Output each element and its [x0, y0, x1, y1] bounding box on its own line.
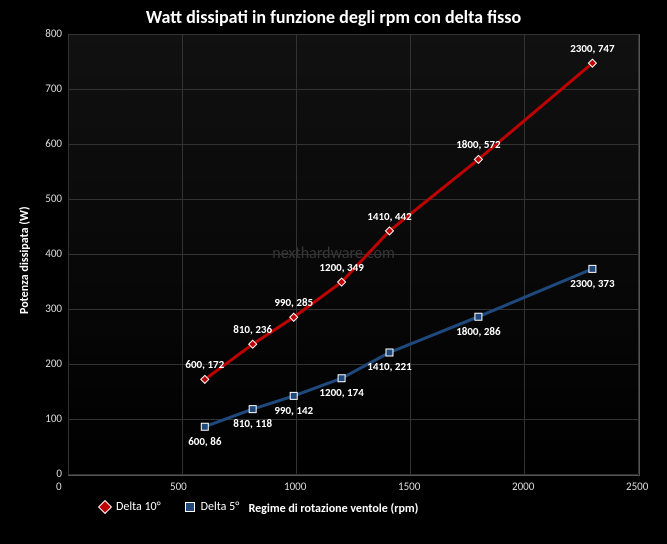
data-label: 1410, 442 [367, 210, 411, 223]
data-label: 2300, 373 [570, 277, 614, 290]
data-marker [475, 313, 482, 320]
data-label: 810, 236 [233, 323, 272, 336]
data-label: 990, 285 [274, 296, 313, 309]
data-label: 600, 172 [185, 358, 224, 371]
data-label: 1800, 572 [456, 138, 500, 151]
data-label: 810, 118 [233, 417, 272, 430]
data-marker [338, 375, 345, 382]
data-label: 1410, 221 [367, 360, 411, 373]
data-label: 990, 142 [274, 404, 313, 417]
data-marker [290, 392, 297, 399]
data-label: 1200, 349 [319, 261, 363, 274]
data-label: 1800, 286 [456, 325, 500, 338]
data-label: 2300, 747 [570, 42, 614, 55]
data-marker [201, 423, 208, 430]
data-marker [249, 406, 256, 413]
data-marker [386, 349, 393, 356]
data-marker [589, 265, 596, 272]
data-label: 600, 86 [188, 435, 221, 448]
chart-container: Watt dissipati in funzione degli rpm con… [0, 0, 667, 544]
series-line [205, 269, 593, 427]
data-label: 1200, 174 [319, 386, 363, 399]
